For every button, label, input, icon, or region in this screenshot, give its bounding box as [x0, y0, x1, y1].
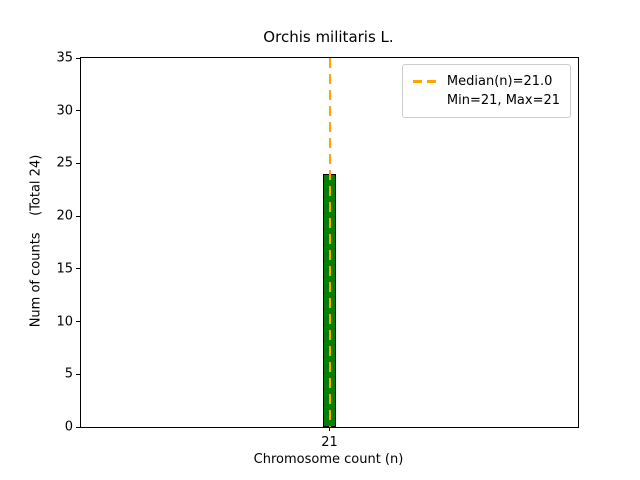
chart-title: Orchis militaris L. — [263, 28, 394, 46]
y-tick-mark — [76, 373, 80, 375]
y-tick-label: 0 — [64, 419, 73, 435]
y-tick-label: 10 — [56, 314, 73, 330]
x-tick-mark — [329, 427, 330, 431]
legend: Median(n)=21.0 Min=21, Max=21 — [401, 64, 571, 118]
plot-area: Median(n)=21.0 Min=21, Max=21 0 5 10 15 20 25… — [56, 51, 579, 450]
y-tick-mark — [76, 426, 80, 428]
x-axis-label: Chromosome count (n) — [253, 452, 404, 467]
y-tick-mark — [76, 321, 80, 323]
y-tick-mark — [76, 57, 80, 59]
median-dashed-line-swatch — [412, 80, 439, 83]
y-tick-mark — [76, 110, 80, 112]
y-tick-label: 30 — [56, 103, 73, 119]
y-tick-label: 15 — [56, 261, 73, 277]
y-tick-label: 5 — [64, 366, 73, 382]
legend-median-label: Median(n)=21.0 — [446, 74, 553, 89]
legend-row-minmax: Min=21, Max=21 — [413, 91, 560, 110]
y-axis-label: Num of counts (Total 24) — [28, 154, 44, 328]
median-line — [328, 58, 331, 427]
y-tick-mark — [76, 215, 80, 217]
legend-swatch-spacer — [413, 99, 439, 102]
x-tick-label: 21 — [321, 435, 338, 450]
y-tick-mark — [76, 268, 80, 270]
y-tick-mark — [76, 162, 80, 164]
legend-minmax-label: Min=21, Max=21 — [446, 93, 560, 108]
legend-row-median: Median(n)=21.0 — [412, 72, 560, 91]
y-tick-label: 20 — [56, 208, 73, 224]
y-tick-label: 35 — [56, 50, 73, 66]
y-tick-label: 25 — [56, 155, 73, 171]
